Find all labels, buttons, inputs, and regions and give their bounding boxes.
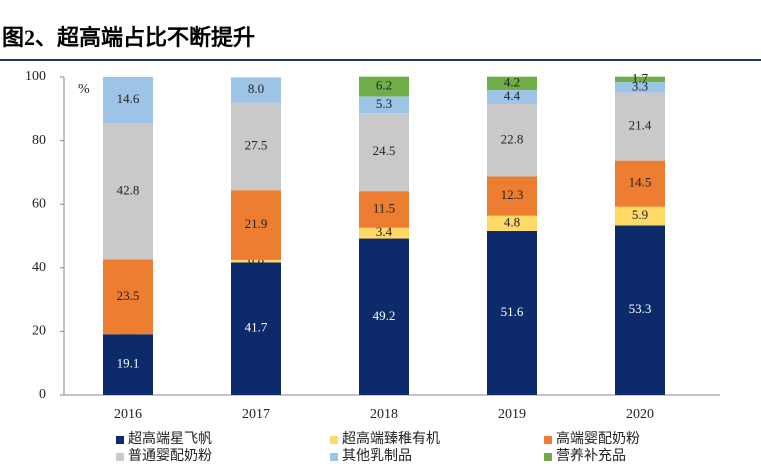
bar-segment — [615, 225, 665, 395]
x-tick-label: 2018 — [370, 407, 398, 422]
bar-segment — [231, 259, 281, 263]
y-tick-label: 80 — [32, 133, 46, 148]
legend-swatch — [116, 436, 124, 444]
data-label: 6.2 — [376, 78, 392, 93]
data-label: 23.5 — [117, 288, 140, 303]
legend-label: 其他乳制品 — [342, 448, 412, 464]
y-tick-label: 40 — [32, 260, 46, 275]
chart-title: 图2、超高端占比不断提升 — [2, 25, 255, 50]
bar-segment — [487, 176, 537, 216]
bar-segment — [615, 92, 665, 161]
bar-segment — [487, 76, 537, 91]
bar-segment — [615, 160, 665, 207]
data-label: 24.5 — [373, 143, 396, 158]
data-label: 53.3 — [629, 301, 652, 316]
data-label: 1.7 — [632, 70, 649, 85]
y-tick-label: 100 — [25, 69, 46, 84]
bar-segment — [487, 104, 537, 177]
y-tick-label: 60 — [32, 196, 46, 211]
bar-segment — [103, 259, 153, 335]
data-label: 14.6 — [117, 91, 140, 106]
data-label: 4.2 — [504, 74, 520, 89]
bar-segment — [359, 76, 409, 97]
data-label: 19.1 — [117, 356, 140, 371]
bar-segment — [359, 191, 409, 228]
data-label: 22.8 — [501, 131, 524, 146]
x-tick-label: 2020 — [626, 407, 654, 422]
legend-swatch — [116, 453, 124, 461]
data-label: 4.4 — [504, 88, 521, 103]
data-label: 8.0 — [248, 81, 264, 96]
data-label: 14.5 — [629, 175, 652, 190]
bar-segment — [487, 215, 537, 231]
bar-segment — [359, 238, 409, 395]
bar-segment — [103, 77, 153, 124]
bar-segment — [103, 334, 153, 395]
y-tick-label: 20 — [32, 324, 46, 339]
legend-label: 超高端星飞帆 — [128, 430, 212, 447]
data-label: 5.9 — [632, 207, 648, 222]
bar-segment — [103, 123, 153, 260]
legend-swatch — [330, 453, 338, 461]
bar-segment — [615, 82, 665, 93]
data-label: 42.8 — [117, 182, 140, 197]
bar-segment — [231, 190, 281, 260]
bar-segment — [487, 90, 537, 105]
data-label: 5.3 — [376, 96, 392, 111]
bar-segment — [231, 262, 281, 395]
legend-swatch — [544, 436, 552, 444]
y-tick-label: 0 — [39, 387, 46, 402]
bar-segment — [359, 113, 409, 192]
data-label: 21.4 — [629, 118, 652, 133]
data-label: 11.5 — [373, 200, 395, 215]
bar-segment — [615, 206, 665, 226]
legend-label: 高端婴配奶粉 — [556, 430, 640, 447]
data-label: 49.2 — [373, 308, 396, 323]
bar-segment — [231, 102, 281, 191]
x-tick-label: 2019 — [498, 407, 526, 422]
legend-swatch — [544, 453, 552, 461]
data-label: 4.8 — [504, 214, 520, 229]
legend-label: 超高端臻稚有机 — [342, 430, 440, 447]
data-label: 27.5 — [245, 137, 268, 152]
legend-swatch — [330, 436, 338, 444]
bar-segment — [487, 230, 537, 395]
bar-segment — [359, 96, 409, 114]
bar-segment — [231, 77, 281, 103]
x-tick-label: 2017 — [242, 407, 270, 422]
data-label: 41.7 — [245, 320, 268, 335]
data-label: 51.6 — [501, 304, 524, 319]
legend-label: 营养补充品 — [556, 448, 626, 464]
data-label: 21.9 — [245, 216, 268, 231]
data-label: 12.3 — [501, 187, 524, 202]
bar-segment — [359, 227, 409, 239]
legend-label: 普通婴配奶粉 — [128, 448, 212, 464]
y-unit: % — [78, 82, 90, 97]
x-tick-label: 2016 — [114, 407, 142, 422]
data-label: 3.4 — [376, 224, 393, 239]
bar-segment — [615, 76, 665, 83]
